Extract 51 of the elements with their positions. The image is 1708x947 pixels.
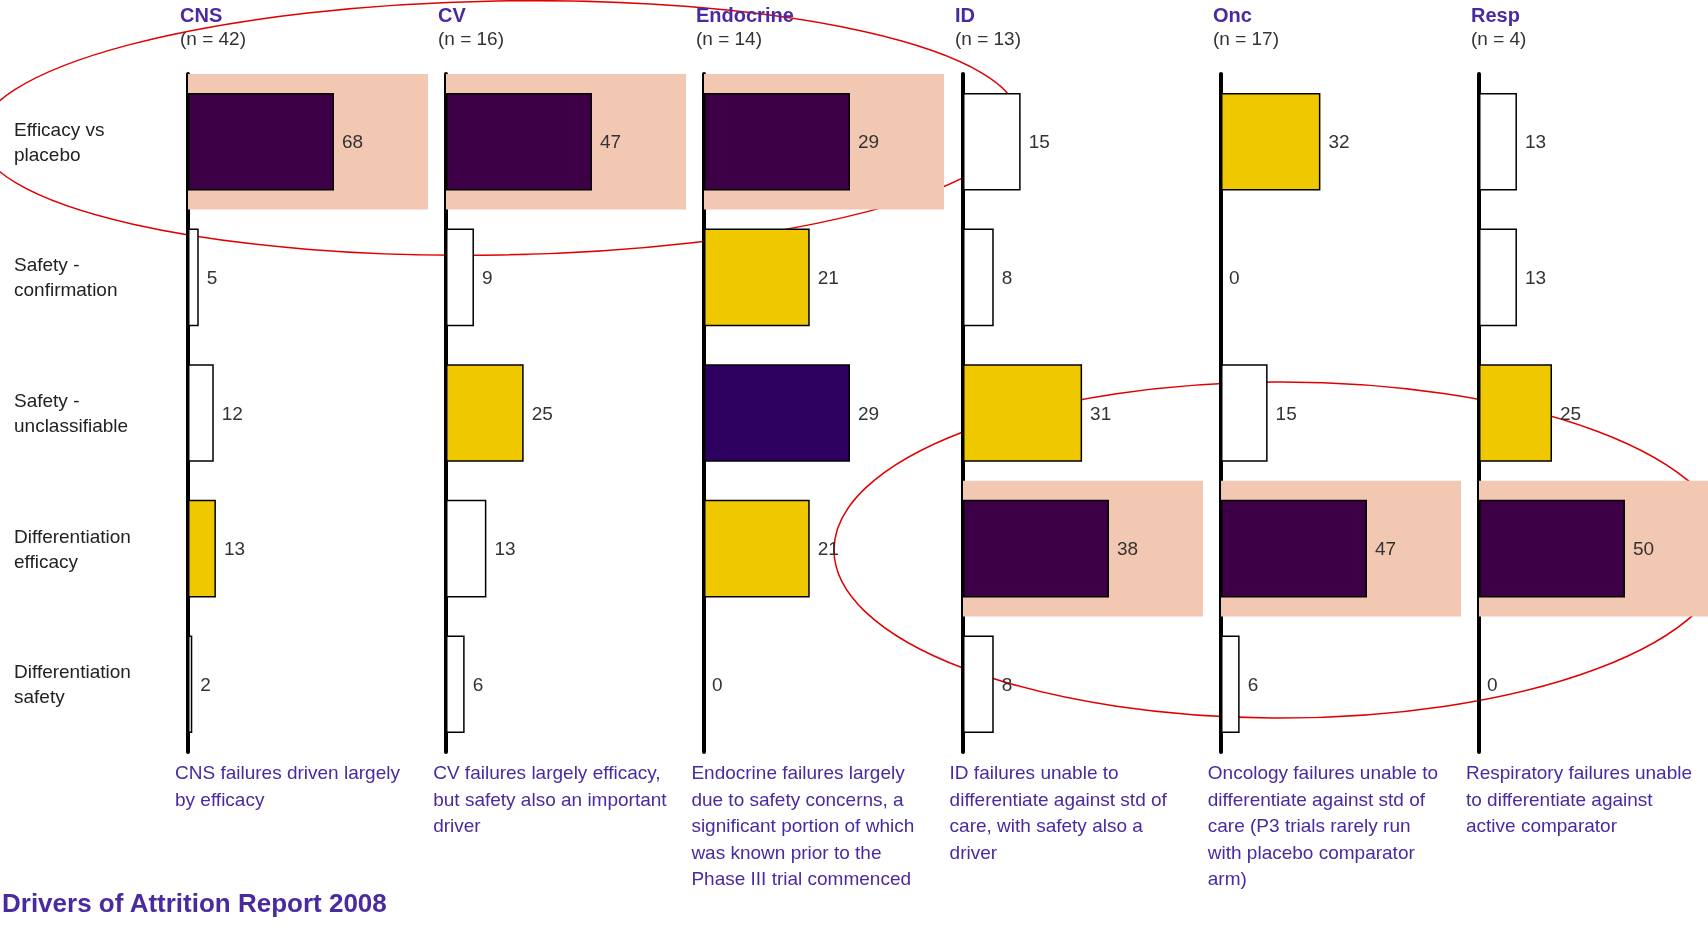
data-label: 13 (1524, 266, 1547, 288)
data-label: 12 (221, 402, 243, 424)
data-label: 31 (1089, 402, 1111, 424)
data-label: 47 (1374, 538, 1396, 560)
data-label: 6 (1247, 673, 1259, 695)
chart-subtitle: (n = 42) (180, 28, 247, 49)
y-tick-label: Differentiation safety (14, 661, 137, 708)
text: CV failures largely efficacy, but safety also an important driver (433, 761, 668, 838)
data-label: 0 (1228, 266, 1240, 288)
chart-subtitle: (n = 16) (438, 28, 505, 49)
chart-title: ID (954, 4, 975, 26)
data-label: 9 (482, 266, 493, 288)
data-label: 0 (1487, 673, 1498, 695)
text: Endocrine failures largely due to safety concerns, a significant portion of which was known prior to the Phase III trial commenced (691, 761, 916, 891)
data-label: 29 (858, 131, 880, 153)
data-label: 25 (531, 402, 553, 424)
chart-subtitle: (n = 4) (1471, 28, 1527, 49)
data-label: 5 (206, 266, 218, 288)
data-label: 47 (600, 131, 622, 153)
text: ID failures unable to differentiate against std of care, with safety also a driver (949, 761, 1168, 865)
y-tick-label: Safety - unclassifiable (14, 390, 129, 436)
text: CNS failures driven largely by efficacy (175, 761, 401, 812)
data-label: 25 (1560, 402, 1582, 424)
data-label: 29 (858, 402, 880, 424)
y-tick-label: Differentiation efficacy (14, 525, 137, 572)
data-label: 13 (1524, 131, 1547, 153)
data-label: 68 (342, 131, 364, 153)
chart-subtitle: (n = 17) (1212, 28, 1279, 49)
y-tick-label: Safety - confirmation (14, 254, 118, 301)
data-label: 21 (818, 266, 840, 288)
chart-title: CV (438, 4, 467, 26)
data-label: 13 (223, 538, 246, 560)
text: Drivers of Attrition Report 2008 (2, 888, 387, 919)
text: Respiratory failures unable to differentiate against active comparator (1466, 761, 1693, 838)
data-label: 38 (1116, 538, 1138, 560)
data-label: 2 (200, 673, 211, 695)
data-label: 8 (1001, 266, 1012, 288)
data-label: 13 (494, 538, 516, 560)
data-label: 15 (1028, 131, 1050, 153)
chart-title: Onc (1212, 4, 1252, 26)
chart-subtitle: (n = 13) (954, 28, 1021, 49)
data-label: 32 (1328, 131, 1350, 153)
data-label: 0 (712, 673, 723, 695)
text: Oncology failures unable to differentiate against std of care (P3 trials rarely run with placebo comparator arm) (1207, 761, 1440, 891)
data-label: 15 (1275, 402, 1297, 424)
data-label: 6 (472, 673, 484, 695)
chart-title: CNS (180, 4, 223, 26)
chart-title: Resp (1471, 4, 1520, 26)
y-tick-label: Efficacy vs placebo (14, 118, 110, 165)
chart-subtitle: (n = 14) (696, 28, 763, 49)
data-label: 50 (1633, 538, 1655, 560)
